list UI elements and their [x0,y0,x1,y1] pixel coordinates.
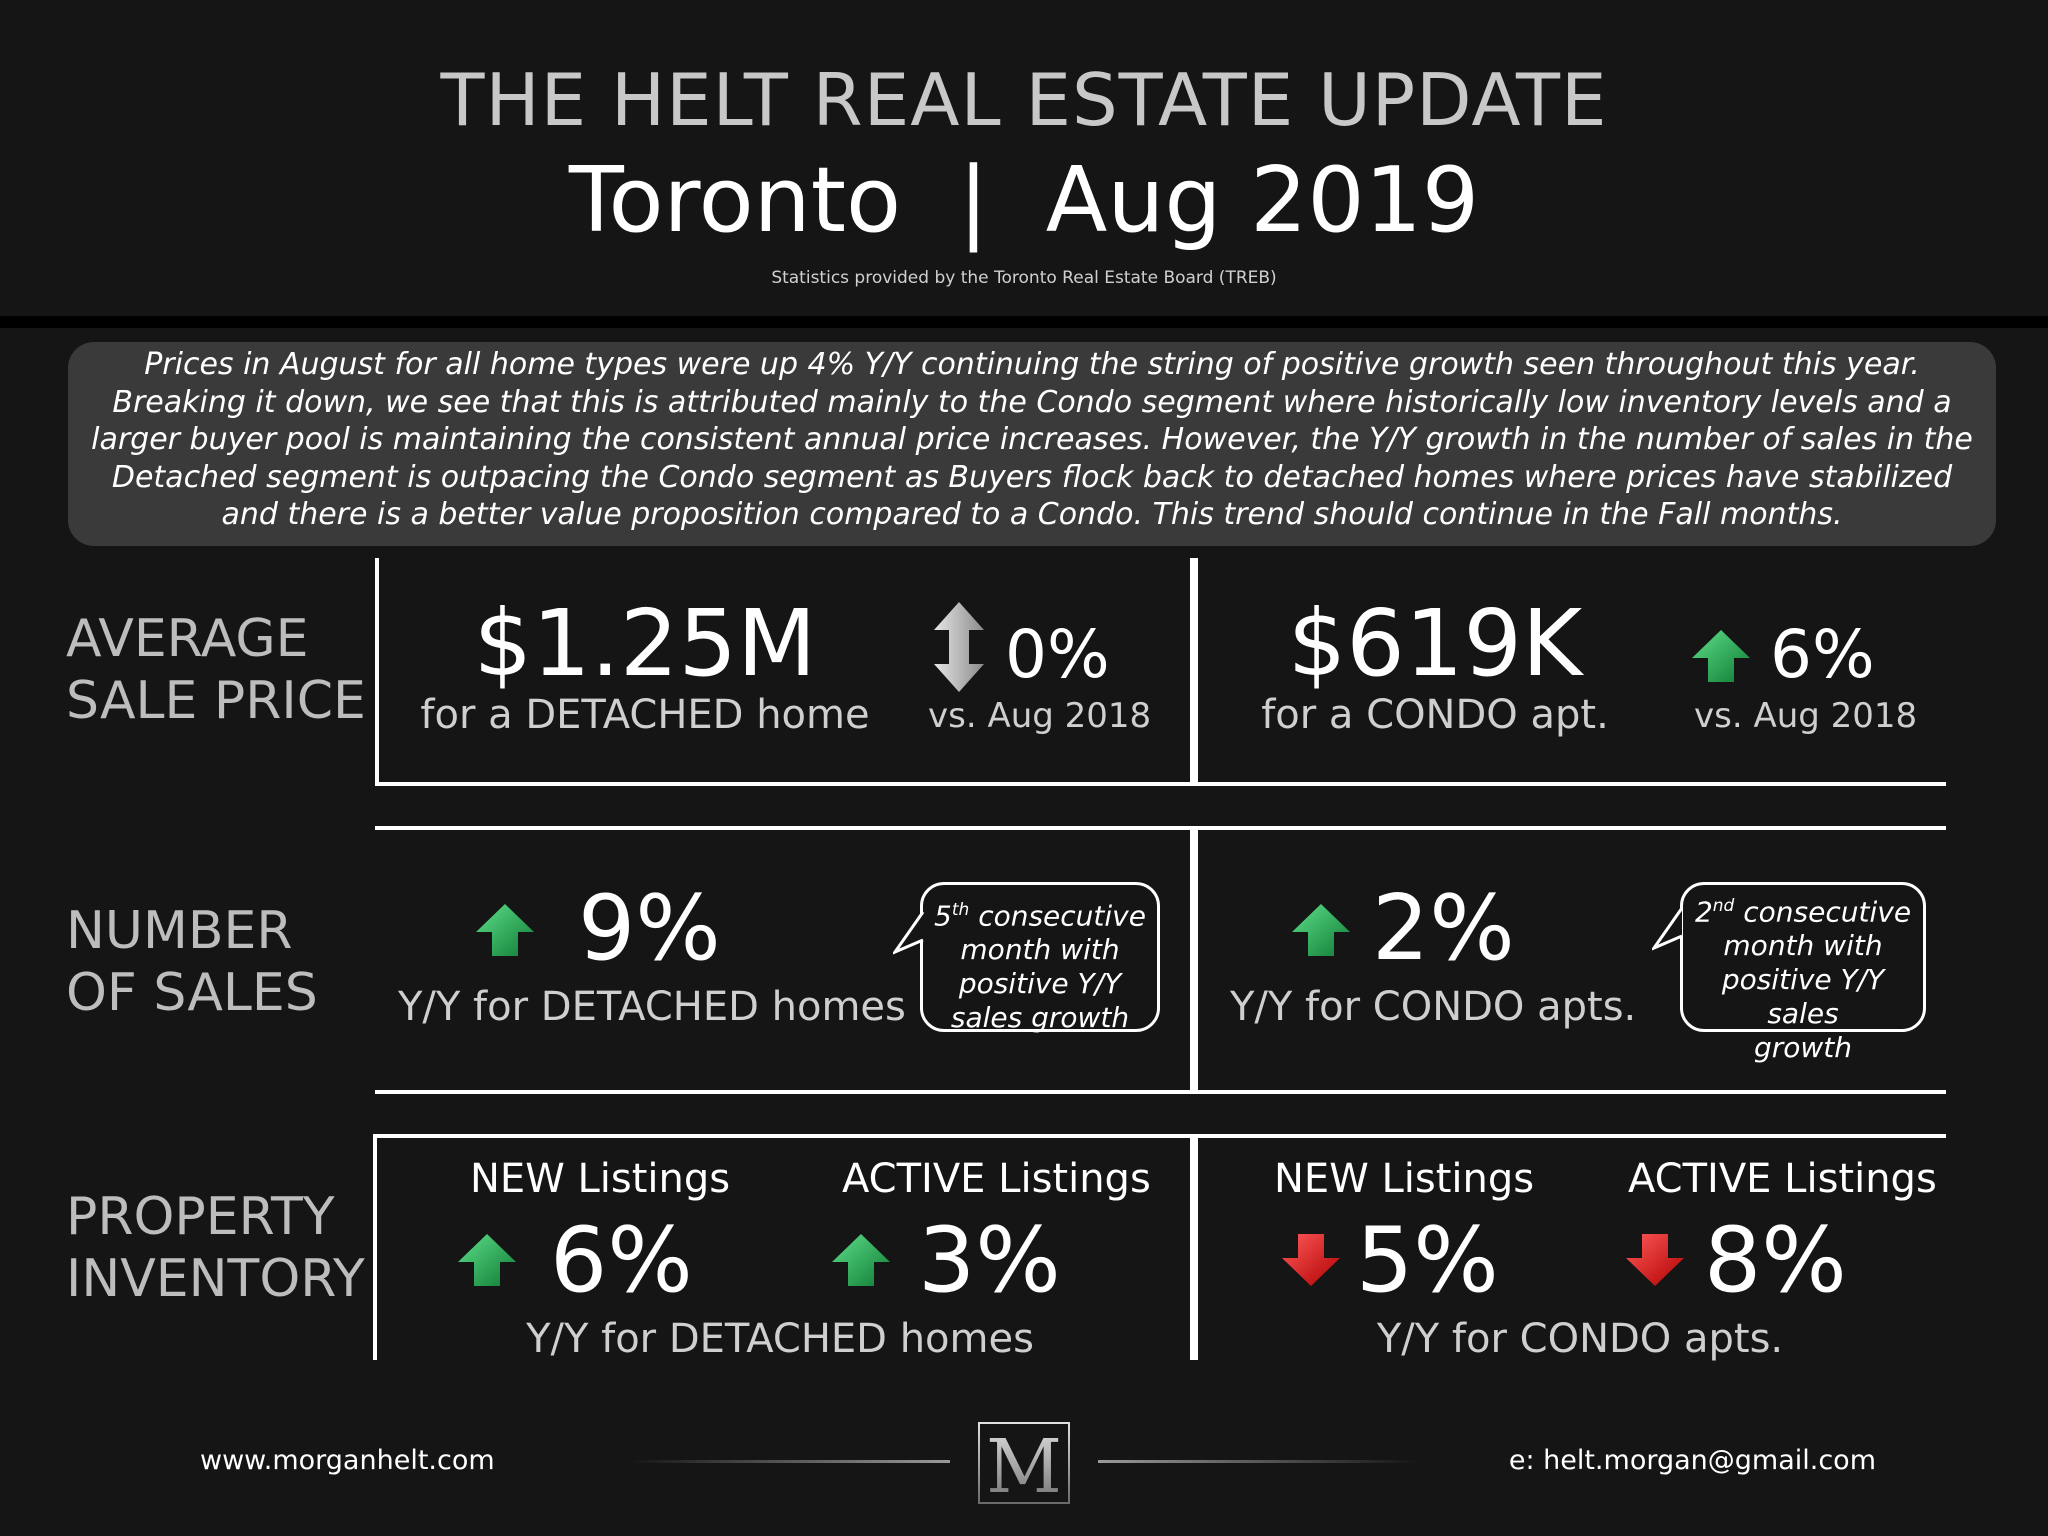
website-link[interactable]: www.morganhelt.com [200,1445,495,1476]
arrow-up-icon [476,904,534,956]
report-subtitle: Toronto | Aug 2019 [568,148,1480,253]
detached-sales-change: 9% [578,876,721,981]
section-label-line: NUMBER [66,901,293,961]
arrow-down-icon [1626,1234,1684,1286]
column-divider [1190,826,1198,1092]
detached-price-compare: vs. Aug 2018 [928,696,1152,736]
section-label-line: PROPERTY [66,1187,335,1247]
detached-inventory-caption: Y/Y for DETACHED homes [526,1316,1034,1362]
monogram-letter: M [986,1424,1062,1504]
detached-sales-caption: Y/Y for DETACHED homes [398,984,906,1030]
footer-decor-bar [630,1460,950,1463]
email-link[interactable]: e: helt.morgan@gmail.com [1508,1445,1876,1476]
detached-new-listings-label: NEW Listings [470,1156,731,1202]
detached-active-listings-label: ACTIVE Listings [842,1156,1151,1202]
callout-pointer [1652,907,1684,951]
arrow-up-icon [1692,630,1750,682]
header-divider [0,316,2048,328]
data-source-credit: Statistics provided by the Toronto Real … [771,268,1277,288]
callout-line: 5th consecutive [934,899,1146,933]
callout-line: month with [1723,929,1883,963]
callout-line: sales growth [950,1001,1130,1035]
double-arrow-icon [934,602,984,692]
condo-new-listings-label: NEW Listings [1274,1156,1535,1202]
section-label-line: SALE PRICE [66,671,366,731]
arrow-up-icon [458,1234,516,1286]
section-label-line: AVERAGE [66,609,309,669]
detached-active-listings-change: 3% [918,1208,1061,1313]
section-label-line: OF SALES [66,963,318,1023]
section-label-average-sale-price: AVERAGE SALE PRICE [66,608,366,732]
condo-active-listings-change: 8% [1704,1208,1847,1313]
column-divider [1190,558,1198,784]
condo-price-caption: for a CONDO apt. [1261,692,1609,738]
grid-line [375,782,1946,786]
callout-line: month with [960,933,1120,967]
condo-new-listings-change: 5% [1356,1208,1499,1313]
condo-sales-callout: 2nd consecutive month with positive Y/Y … [1680,882,1926,1064]
column-divider [1190,1134,1198,1360]
monogram-logo: M [978,1422,1070,1504]
section-label-number-of-sales: NUMBER OF SALES [66,900,318,1024]
condo-price-change: 6% [1770,616,1875,693]
condo-average-price: $619K [1287,590,1583,697]
grid-line [375,1090,1946,1094]
callout-line: growth [1753,1031,1853,1065]
grid-line [375,1134,1946,1138]
section-label-property-inventory: PROPERTY INVENTORY [66,1186,365,1310]
detached-price-change: 0% [1005,616,1110,693]
callout-line: positive Y/Y [958,967,1122,1001]
summary-text: Prices in August for all home types were… [91,347,1973,532]
arrow-up-icon [1292,904,1350,956]
callout-line: 2nd consecutive [1694,895,1912,929]
detached-sales-callout: 5th consecutive month with positive Y/Y … [920,882,1160,1035]
condo-inventory-caption: Y/Y for CONDO apts. [1376,1316,1784,1362]
arrow-down-icon [1282,1234,1340,1286]
grid-line [375,558,379,784]
arrow-up-icon [832,1234,890,1286]
condo-price-compare: vs. Aug 2018 [1694,696,1918,736]
detached-new-listings-change: 6% [550,1208,693,1313]
condo-active-listings-label: ACTIVE Listings [1628,1156,1937,1202]
grid-line [375,826,1946,830]
grid-line [373,1134,377,1360]
section-label-line: INVENTORY [66,1249,365,1309]
detached-average-price: $1.25M [473,590,817,697]
footer-decor-bar [1098,1460,1418,1463]
report-title: THE HELT REAL ESTATE UPDATE [440,58,1608,142]
callout-line: positive Y/Y sales [1721,963,1885,1031]
condo-sales-change: 2% [1372,876,1515,981]
callout-pointer [893,911,925,955]
detached-price-caption: for a DETACHED home [420,692,870,738]
condo-sales-caption: Y/Y for CONDO apts. [1230,984,1637,1030]
summary-panel [68,342,1996,546]
